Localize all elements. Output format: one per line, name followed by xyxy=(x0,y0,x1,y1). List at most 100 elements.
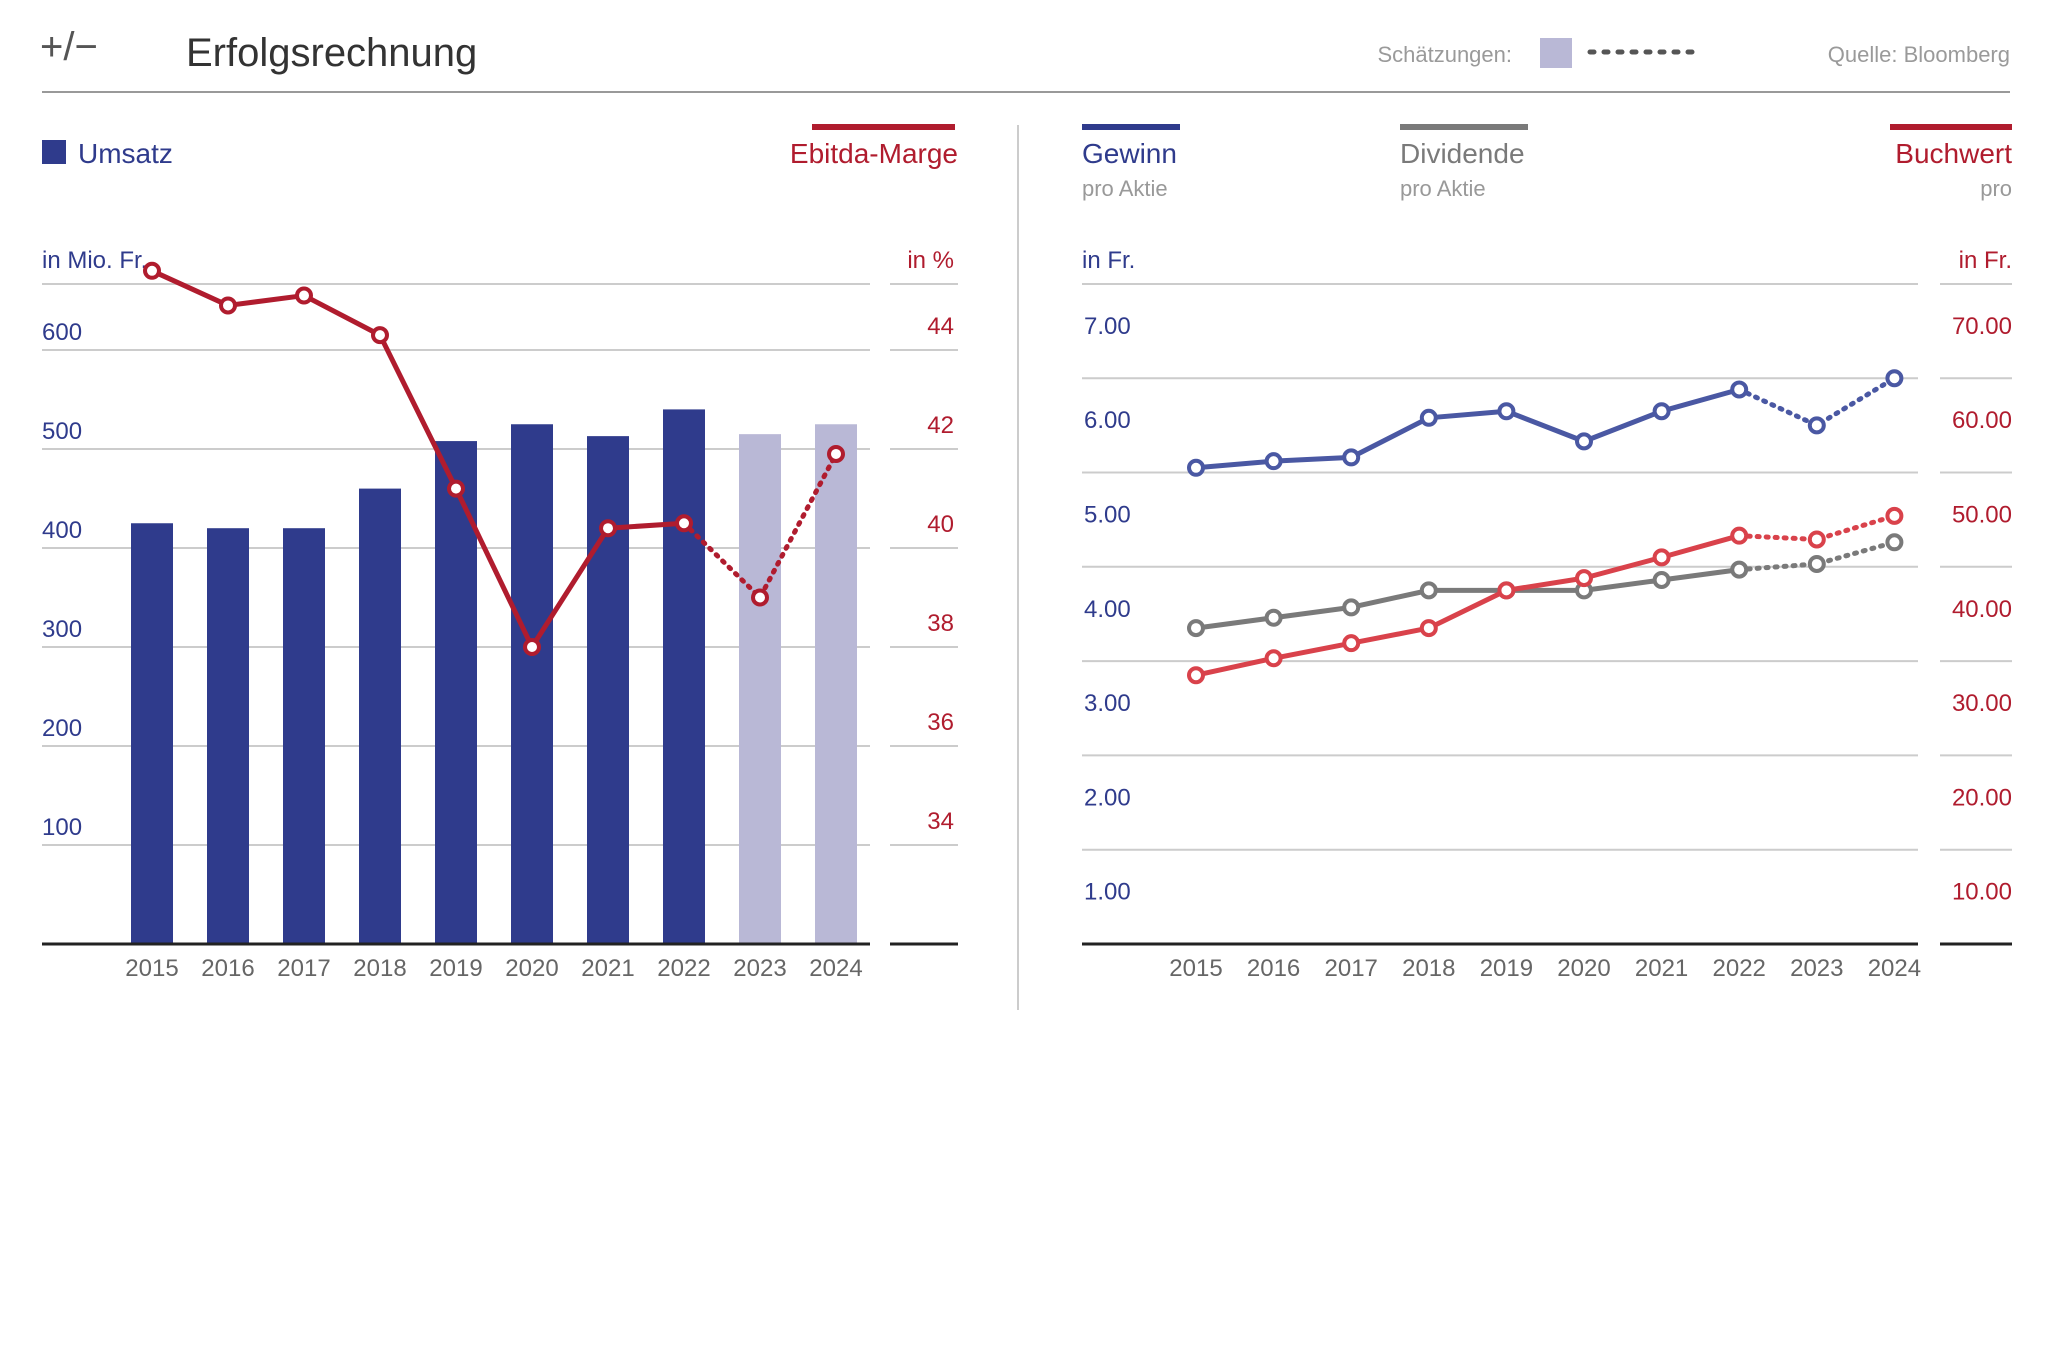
x-tick-label: 2023 xyxy=(733,955,786,982)
y-right-tick-label: 34 xyxy=(927,808,954,835)
x-tick-label: 2017 xyxy=(277,955,330,982)
y-right-tick-label: 44 xyxy=(927,313,954,340)
buchwert-point xyxy=(1264,649,1283,668)
x-tick-label: 2018 xyxy=(353,955,406,982)
dividende-line xyxy=(1195,567,1740,631)
ebitda-marge-point xyxy=(599,519,617,538)
buchwert-point xyxy=(1807,530,1826,549)
dividende-point xyxy=(1730,560,1749,579)
bar-umsatz-2021 xyxy=(587,436,629,944)
dividende-point xyxy=(1652,571,1671,590)
y-left-tick-label: 2.00 xyxy=(1084,784,1131,811)
legend-dividende: Dividende xyxy=(1400,138,1525,169)
dividende-point xyxy=(1187,619,1205,638)
y-right-tick-label: 36 xyxy=(927,709,954,736)
x-tick-label: 2017 xyxy=(1325,955,1378,982)
gewinn-line xyxy=(1195,387,1740,471)
x-tick-label: 2022 xyxy=(657,955,710,982)
legend-buchwert-sub: pro xyxy=(1980,176,2012,201)
right-axis-unit: in % xyxy=(907,247,954,274)
x-tick-label: 2016 xyxy=(1247,955,1300,982)
bar-umsatz-2017 xyxy=(283,528,325,944)
legend-umsatz: Umsatz xyxy=(78,138,173,169)
x-tick-label: 2022 xyxy=(1713,955,1766,982)
y-left-tick-label: 5.00 xyxy=(1084,502,1131,529)
y-left-tick-label: 300 xyxy=(42,616,82,643)
ebitda-marge-point xyxy=(675,514,693,533)
gewinn-point xyxy=(1575,432,1593,451)
buchwert-point xyxy=(1652,548,1671,567)
estimates-label: Schätzungen: xyxy=(1377,42,1512,67)
y-left-tick-label: 200 xyxy=(42,715,82,742)
y-right-tick-label: 20.00 xyxy=(1952,784,2012,811)
x-tick-label: 2021 xyxy=(1635,955,1688,982)
buchwert-point xyxy=(1342,634,1361,653)
bar-umsatz-2019 xyxy=(435,441,477,944)
y-right-tick-label: 70.00 xyxy=(1952,313,2012,340)
buchwert-point xyxy=(1187,666,1205,685)
y-right-tick-label: 60.00 xyxy=(1952,407,2012,434)
x-tick-label: 2015 xyxy=(1169,955,1222,982)
y-left-tick-label: 600 xyxy=(42,319,82,346)
dividende-point xyxy=(1342,598,1361,617)
legend-gewinn-sub: pro Aktie xyxy=(1082,176,1168,201)
x-tick-label: 2024 xyxy=(1868,955,1921,982)
ebitda-marge-point xyxy=(295,286,313,305)
y-left-tick-label: 500 xyxy=(42,418,82,445)
x-tick-label: 2019 xyxy=(1480,955,1533,982)
y-left-tick-label: 1.00 xyxy=(1084,879,1131,906)
y-left-tick-label: 7.00 xyxy=(1084,313,1131,340)
gewinn-point xyxy=(1885,369,1904,388)
bar-umsatz-2023 xyxy=(739,434,781,944)
y-left-tick-label: 6.00 xyxy=(1084,407,1131,434)
bar-umsatz-2020 xyxy=(511,424,553,944)
gewinn-point xyxy=(1264,452,1283,471)
buchwert-line xyxy=(1195,533,1740,678)
x-tick-label: 2023 xyxy=(1790,955,1843,982)
x-tick-label: 2016 xyxy=(201,955,254,982)
legend-gewinn: Gewinn xyxy=(1082,138,1177,169)
legend-buchwert: Buchwert xyxy=(1895,138,2012,169)
y-left-tick-label: 3.00 xyxy=(1084,690,1131,717)
y-right-tick-label: 50.00 xyxy=(1952,502,2012,529)
ebitda-marge-point xyxy=(219,296,237,315)
buchwert-point xyxy=(1575,569,1593,588)
page-title: Erfolgsrechnung xyxy=(186,31,477,75)
y-right-tick-label: 30.00 xyxy=(1952,690,2012,717)
bar-umsatz-2022 xyxy=(663,409,705,944)
gewinn-point xyxy=(1187,458,1205,477)
legend-ebitda: Ebitda-Marge xyxy=(790,138,958,169)
y-right-tick-label: 40.00 xyxy=(1952,596,2012,623)
bar-umsatz-2018 xyxy=(359,488,401,944)
ebitda-marge-point xyxy=(751,588,769,607)
dividende-point xyxy=(1264,608,1283,627)
y-right-tick-label: 40 xyxy=(927,511,954,538)
y-left-tick-label: 400 xyxy=(42,517,82,544)
header: +/− Erfolgsrechnung Schätzungen: Quelle:… xyxy=(40,25,2010,93)
x-tick-label: 2019 xyxy=(429,955,482,982)
gewinn-point xyxy=(1419,408,1438,427)
ebitda-marge-point xyxy=(371,326,389,345)
y-left-tick-label: 4.00 xyxy=(1084,596,1131,623)
buchwert-point xyxy=(1419,619,1438,638)
right-chart-right-unit: in Fr. xyxy=(1959,247,2012,274)
dividende-point xyxy=(1419,581,1438,600)
estimate-bar-swatch xyxy=(1540,38,1572,68)
y-left-tick-label: 100 xyxy=(42,814,82,841)
ebitda-marge-line xyxy=(150,268,685,650)
legend-dividende-sub: pro Aktie xyxy=(1400,176,1486,201)
gewinn-point xyxy=(1807,416,1826,435)
y-right-tick-label: 38 xyxy=(927,610,954,637)
gewinn-point xyxy=(1497,402,1516,421)
bar-umsatz-2016 xyxy=(207,528,249,944)
right-legend: Gewinn pro Aktie Dividende pro Aktie Buc… xyxy=(1082,124,2012,274)
right-chart: 1.00 2.00 3.00 4.00 5.00 6.00 7.00 10.00 20.00 30… xyxy=(1082,283,2012,982)
ebitda-marge-point xyxy=(447,479,465,498)
x-tick-label: 2021 xyxy=(581,955,634,982)
ebitda-marge-point xyxy=(523,638,541,656)
gewinn-point xyxy=(1730,380,1749,399)
right-chart-left-unit: in Fr. xyxy=(1082,247,1135,274)
dividende-line-estimate xyxy=(1736,539,1897,573)
ebitda-marge-point xyxy=(143,261,161,280)
